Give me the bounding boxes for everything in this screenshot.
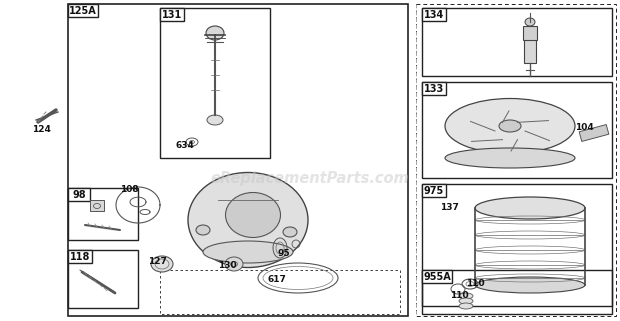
Bar	[422, 270, 612, 314]
Ellipse shape	[226, 193, 280, 238]
Bar	[68, 4, 98, 17]
Text: 955A: 955A	[423, 272, 451, 282]
Text: 130: 130	[218, 262, 237, 271]
Text: 125A: 125A	[69, 5, 97, 15]
Text: 131: 131	[162, 10, 182, 20]
Text: 110: 110	[450, 291, 469, 300]
Text: 975: 975	[424, 186, 444, 195]
Bar	[579, 125, 609, 142]
Ellipse shape	[499, 120, 521, 132]
Ellipse shape	[445, 148, 575, 168]
Bar	[422, 82, 612, 178]
Bar	[68, 250, 138, 308]
Text: 127: 127	[148, 257, 167, 266]
Ellipse shape	[151, 256, 173, 272]
Ellipse shape	[188, 172, 308, 267]
Text: 108: 108	[120, 186, 139, 195]
Bar	[90, 200, 104, 211]
Text: 133: 133	[424, 83, 444, 93]
Text: eReplacementParts.com: eReplacementParts.com	[211, 170, 409, 186]
Bar	[68, 250, 92, 263]
Ellipse shape	[475, 197, 585, 219]
Bar	[422, 270, 452, 283]
Text: 118: 118	[70, 251, 90, 262]
Text: 134: 134	[424, 10, 444, 20]
Ellipse shape	[203, 241, 293, 263]
Bar	[523, 26, 537, 40]
Text: 95: 95	[278, 249, 291, 258]
Bar	[422, 184, 612, 306]
Text: 634: 634	[176, 142, 195, 151]
Ellipse shape	[283, 227, 297, 237]
Bar	[422, 82, 446, 95]
Text: 617: 617	[268, 275, 287, 284]
Bar	[422, 184, 446, 197]
Text: 110: 110	[466, 280, 485, 289]
Bar	[160, 270, 400, 314]
Ellipse shape	[196, 225, 210, 235]
Ellipse shape	[525, 18, 535, 26]
Ellipse shape	[459, 298, 473, 304]
Text: 137: 137	[440, 204, 459, 213]
Bar	[68, 4, 408, 316]
Bar	[68, 188, 138, 240]
Ellipse shape	[459, 303, 473, 309]
Ellipse shape	[475, 277, 585, 293]
Ellipse shape	[445, 99, 575, 153]
Bar	[422, 8, 446, 21]
Bar	[524, 38, 536, 63]
Text: 124: 124	[32, 126, 51, 134]
Ellipse shape	[459, 293, 473, 299]
Bar	[422, 8, 612, 76]
Ellipse shape	[225, 257, 243, 271]
Text: 98: 98	[72, 189, 86, 199]
Text: 104: 104	[575, 124, 594, 133]
Bar	[416, 4, 616, 316]
Ellipse shape	[207, 115, 223, 125]
Ellipse shape	[206, 26, 224, 40]
Bar	[68, 188, 90, 201]
Bar	[160, 8, 270, 158]
Bar	[160, 8, 184, 21]
